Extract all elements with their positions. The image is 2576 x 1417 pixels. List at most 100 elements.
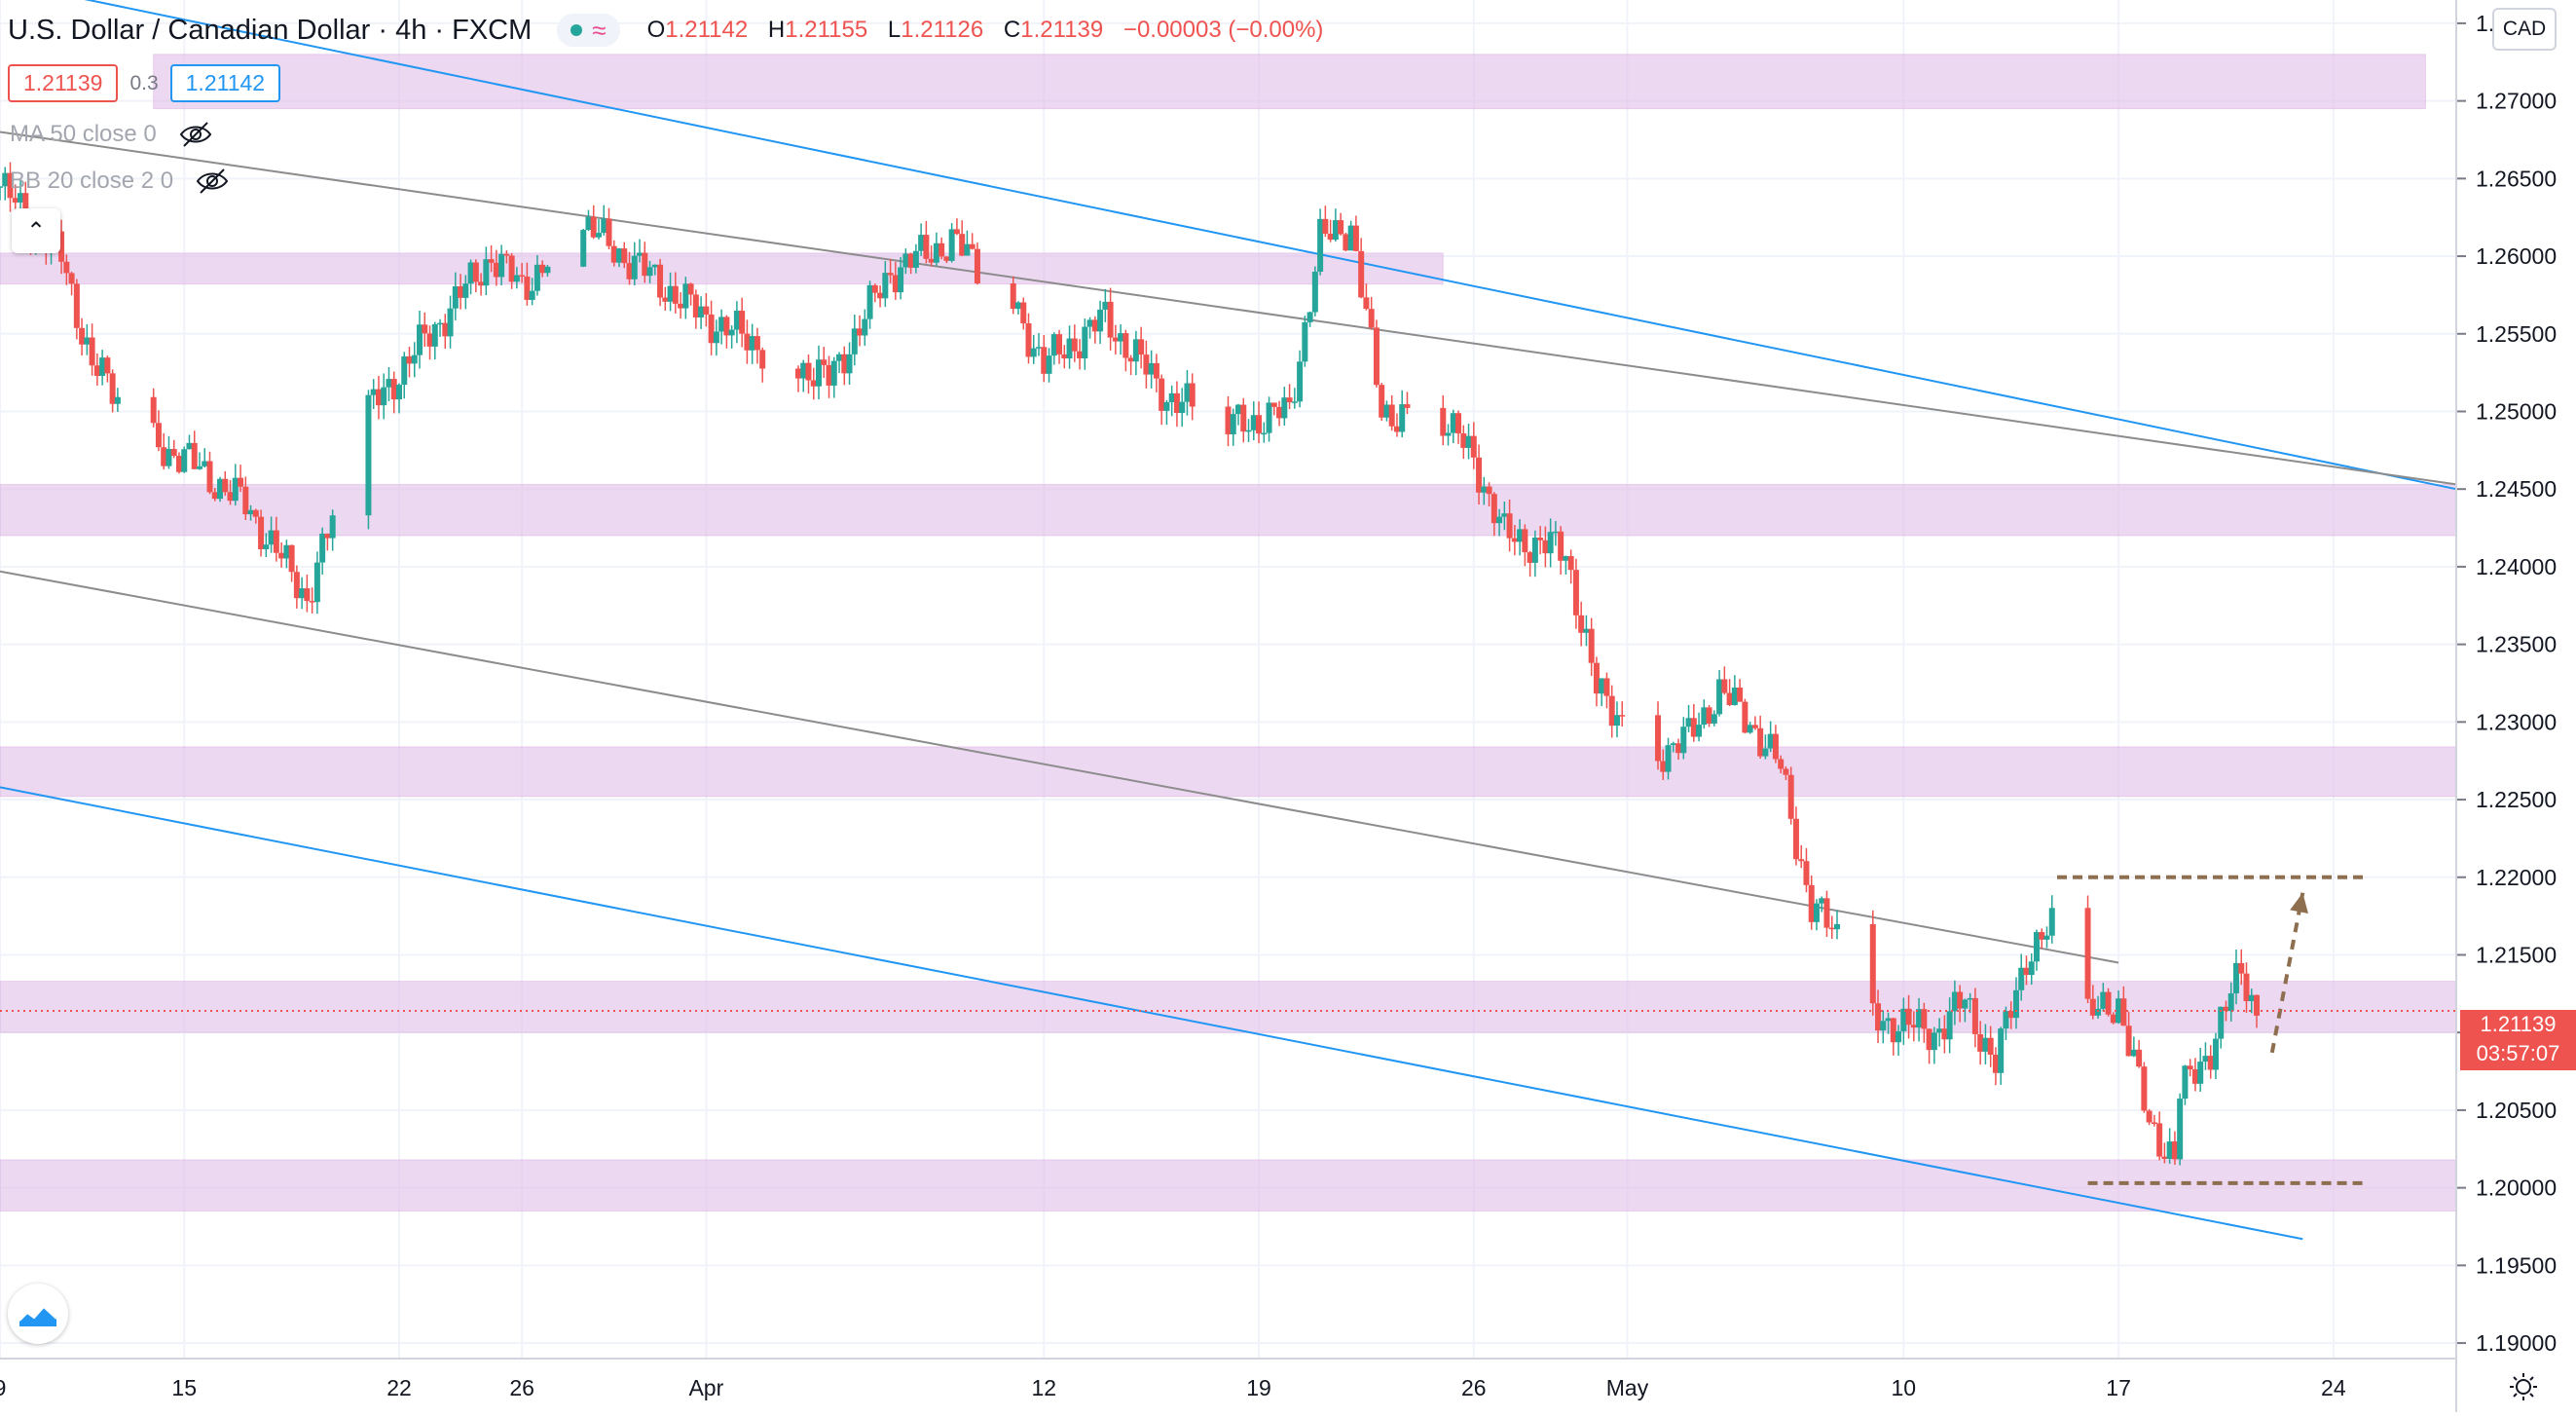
- candle-down: [1905, 1008, 1912, 1025]
- candle-up: [1931, 1032, 1937, 1051]
- candle-up: [2218, 1006, 2225, 1039]
- candle-down: [1476, 457, 1483, 493]
- candle-up: [462, 283, 469, 298]
- candle-down: [1869, 923, 1876, 1004]
- tradingview-logo-button[interactable]: [8, 1284, 68, 1344]
- candle-down: [1522, 529, 1528, 553]
- candle-up: [498, 253, 505, 278]
- candle-up: [2012, 989, 2019, 1019]
- candle-down: [1941, 1028, 1948, 1040]
- indicator-ma[interactable]: MA 50 close 0: [10, 121, 213, 148]
- candle-down: [1721, 679, 1728, 693]
- candle-down: [1122, 333, 1129, 358]
- candle-up: [1711, 714, 1717, 724]
- candle-down: [2161, 1156, 2168, 1160]
- candle-down: [703, 306, 710, 315]
- candle-down: [1792, 818, 1799, 860]
- candle-down: [1138, 339, 1145, 355]
- candle-up: [1235, 404, 1242, 415]
- candle-down: [1393, 426, 1400, 432]
- candle-down: [1455, 413, 1462, 434]
- candle-up: [483, 259, 490, 286]
- candle-down: [1971, 997, 1978, 1034]
- candle-up: [1086, 319, 1093, 327]
- candle-down: [974, 248, 980, 283]
- candle-up: [447, 308, 454, 337]
- support-resistance-zone: [0, 252, 1444, 285]
- candle-up: [1179, 401, 1186, 414]
- candle-up: [1680, 727, 1687, 754]
- candle-down: [1992, 1054, 1999, 1073]
- candle-down: [1338, 220, 1344, 235]
- candle-down: [1890, 1018, 1896, 1043]
- spread-value: 0.3: [129, 71, 159, 94]
- candle-down: [1256, 415, 1263, 434]
- candle-down: [73, 283, 80, 328]
- market-status-pill[interactable]: ≈: [557, 14, 620, 47]
- candle-up: [2166, 1141, 2173, 1160]
- support-resistance-zone: [0, 1159, 2457, 1212]
- candle-down: [1327, 233, 1334, 241]
- candle-down: [155, 423, 162, 448]
- chart-settings-button[interactable]: [2504, 1367, 2543, 1406]
- y-tick-label: 1.23500: [2476, 632, 2557, 657]
- eye-off-icon[interactable]: [195, 168, 230, 195]
- mid-trendline: [0, 570, 2119, 964]
- candle-up: [667, 285, 674, 302]
- candle-down: [1153, 362, 1159, 379]
- candle-up: [733, 311, 740, 330]
- close-label: C: [1003, 17, 1021, 43]
- candle-down: [503, 253, 510, 256]
- candle-down: [887, 273, 894, 276]
- candle-up: [411, 354, 418, 364]
- lower-trendline: [0, 786, 2303, 1241]
- candle-down: [309, 601, 315, 603]
- candle-up: [1082, 326, 1088, 358]
- symbol-title[interactable]: U.S. Dollar / Canadian Dollar · 4h · FXC…: [8, 14, 533, 46]
- candle-down: [892, 275, 899, 293]
- candle-up: [1163, 401, 1170, 411]
- buy-price-button[interactable]: 1.21142: [169, 64, 281, 102]
- candle-up: [1885, 1018, 1892, 1022]
- candle-down: [79, 327, 86, 345]
- candle-down: [1173, 392, 1180, 414]
- candle-down: [744, 333, 751, 351]
- currency-button[interactable]: CAD: [2492, 8, 2557, 51]
- candle-up: [1731, 687, 1738, 705]
- candle-up: [529, 290, 535, 300]
- candle-down: [508, 255, 515, 282]
- candle-down: [1363, 297, 1370, 310]
- candle-down: [1706, 707, 1712, 724]
- candle-up: [1250, 415, 1257, 430]
- x-tick-label: 26: [509, 1375, 534, 1400]
- candle-up: [1547, 532, 1554, 554]
- candle-down: [805, 362, 812, 381]
- eye-off-icon[interactable]: [178, 121, 213, 148]
- indicator-bb[interactable]: BB 20 close 2 0: [10, 168, 230, 195]
- candle-up: [283, 544, 290, 559]
- x-tick-label: May: [1606, 1375, 1649, 1400]
- support-resistance-zone: [0, 746, 2457, 798]
- candle-up: [585, 216, 592, 231]
- candle-down: [422, 324, 428, 334]
- candle-down: [406, 355, 413, 364]
- candle-down: [150, 396, 157, 424]
- collapse-legend-button[interactable]: ⌃: [12, 208, 60, 253]
- candle-down: [1751, 725, 1758, 728]
- candle-up: [99, 357, 106, 376]
- candle-down: [1828, 927, 1835, 930]
- candle-up: [1716, 679, 1723, 715]
- candle-down: [969, 243, 975, 249]
- candle-up: [1880, 1021, 1887, 1031]
- candle-up: [728, 329, 735, 336]
- indicator-ma-label: MA 50 close 0: [10, 121, 157, 147]
- candle-up: [1306, 312, 1313, 322]
- sell-price-button[interactable]: 1.21139: [8, 64, 119, 102]
- candle-up: [698, 306, 705, 317]
- candle-down: [2156, 1123, 2163, 1157]
- candle-down: [304, 588, 311, 602]
- candle-down: [1803, 861, 1810, 885]
- candle-down: [794, 368, 801, 379]
